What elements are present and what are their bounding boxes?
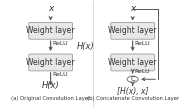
Text: ReLU: ReLU	[52, 41, 68, 46]
Text: ReLU: ReLU	[134, 41, 150, 46]
Text: [H(x), x]: [H(x), x]	[117, 87, 148, 96]
Text: C: C	[130, 76, 135, 82]
FancyBboxPatch shape	[29, 54, 73, 71]
Text: Weight layer: Weight layer	[108, 58, 157, 67]
Text: (b) Concatenate Convolution Layer: (b) Concatenate Convolution Layer	[86, 96, 179, 101]
Text: x: x	[48, 4, 53, 13]
Text: (a) Original Convolution Layer: (a) Original Convolution Layer	[11, 96, 90, 101]
FancyBboxPatch shape	[111, 54, 154, 71]
Text: H(x): H(x)	[77, 42, 95, 51]
FancyBboxPatch shape	[111, 22, 154, 39]
FancyBboxPatch shape	[29, 22, 73, 39]
Circle shape	[127, 76, 138, 82]
Text: Weight layer: Weight layer	[26, 26, 75, 35]
Text: x: x	[130, 4, 135, 13]
Text: Weight layer: Weight layer	[26, 58, 75, 67]
Text: ReLU: ReLU	[134, 69, 150, 74]
Text: H(x): H(x)	[42, 81, 59, 90]
Text: ReLU: ReLU	[52, 72, 68, 77]
Text: Weight layer: Weight layer	[108, 26, 157, 35]
